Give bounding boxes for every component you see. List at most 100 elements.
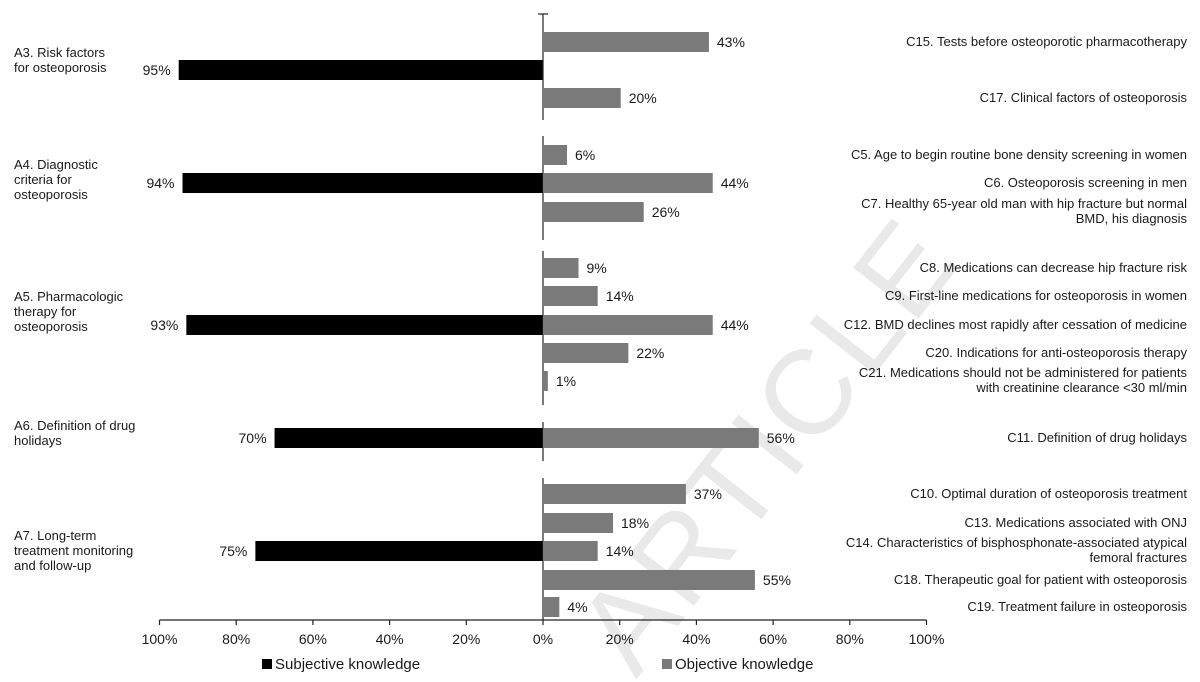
bar-group: A5. Pharmacologic therapy for osteoporosis… xyxy=(14,258,1187,395)
objective-bar xyxy=(544,541,598,561)
group-label-line: A4. Diagnostic xyxy=(14,157,98,172)
group-label-line: A7. Long-term xyxy=(14,528,96,543)
subjective-value-label: 95% xyxy=(143,62,171,78)
group-label-line: osteoporosis xyxy=(14,187,88,202)
objective-bar xyxy=(544,258,579,278)
x-tick-label: 40% xyxy=(682,631,710,647)
item-label-line: BMD, his diagnosis xyxy=(1076,211,1188,226)
item-label: C12. BMD declines most rapidly after ces… xyxy=(844,317,1187,332)
objective-value-label: 56% xyxy=(767,430,795,446)
objective-bar xyxy=(544,202,644,222)
objective-bar xyxy=(544,88,621,108)
objective-value-label: 4% xyxy=(567,599,587,615)
group-label: A3. Risk factors for osteoporosis xyxy=(14,45,107,75)
subjective-value-label: 75% xyxy=(219,543,247,559)
item-label: C8. Medications can decrease hip fractur… xyxy=(920,260,1188,275)
x-tick-label: 80% xyxy=(836,631,864,647)
item-label-line: femoral fractures xyxy=(1089,550,1187,565)
group-label: A6. Definition of drug holidays xyxy=(14,418,135,448)
x-tick-label: 20% xyxy=(606,631,634,647)
subjective-bar xyxy=(255,541,543,561)
item-label-line: C7. Healthy 65-year old man with hip fra… xyxy=(861,196,1187,211)
bar-group: A3. Risk factors for osteoporosis 95% 43% C1… xyxy=(14,32,1187,108)
group-label-line: for osteoporosis xyxy=(14,60,107,75)
objective-value-label: 44% xyxy=(721,317,749,333)
x-tick-label: 0% xyxy=(533,631,553,647)
item-label-line: C14. Characteristics of bisphosphonate-a… xyxy=(846,535,1187,550)
objective-bar xyxy=(544,428,759,448)
item-label: C19. Treatment failure in osteoporosis xyxy=(967,599,1187,614)
objective-bar xyxy=(544,484,686,504)
objective-value-label: 37% xyxy=(694,486,722,502)
objective-bar xyxy=(544,343,629,363)
objective-bar xyxy=(544,173,713,193)
objective-value-label: 44% xyxy=(721,175,749,191)
item-label: C20. Indications for anti-osteoporosis t… xyxy=(925,345,1187,360)
objective-value-label: 1% xyxy=(556,373,576,389)
group-label-line: A5. Pharmacologic xyxy=(14,289,124,304)
subjective-value-label: 70% xyxy=(239,430,267,446)
item-label-line: C10. Optimal duration of osteoporosis tr… xyxy=(910,486,1187,501)
x-tick-label: 60% xyxy=(299,631,327,647)
legend-label: Objective knowledge xyxy=(675,656,813,673)
item-label: C17. Clinical factors of osteoporosis xyxy=(980,90,1188,105)
x-tick-label: 100% xyxy=(909,631,945,647)
item-label-line: C11. Definition of drug holidays xyxy=(1007,430,1187,445)
subjective-bar xyxy=(178,60,544,80)
objective-value-label: 43% xyxy=(717,34,745,50)
group-label-line: osteoporosis xyxy=(14,319,88,334)
item-label: C15. Tests before osteoporotic pharmacot… xyxy=(906,34,1187,49)
subjective-value-label: 94% xyxy=(146,175,174,191)
item-label: C5. Age to begin routine bone density sc… xyxy=(851,147,1187,162)
objective-bar xyxy=(544,145,568,165)
subjective-value-label: 93% xyxy=(150,317,178,333)
x-tick-label: 100% xyxy=(142,631,178,647)
subjective-bar xyxy=(186,315,543,335)
objective-bar xyxy=(544,570,755,590)
group-label-line: A6. Definition of drug xyxy=(14,418,135,433)
subjective-bar xyxy=(274,428,543,448)
item-label-line: C13. Medications associated with ONJ xyxy=(964,515,1187,530)
item-label: C7. Healthy 65-year old man with hip fra… xyxy=(861,196,1187,226)
item-label-line: C17. Clinical factors of osteoporosis xyxy=(980,90,1188,105)
objective-value-label: 20% xyxy=(629,90,657,106)
objective-bar xyxy=(544,513,614,533)
x-tick-label: 20% xyxy=(452,631,480,647)
item-label: C9. First-line medications for osteoporo… xyxy=(885,288,1187,303)
item-label: C21. Medications should not be administe… xyxy=(859,365,1188,395)
group-label-line: and follow-up xyxy=(14,558,91,573)
item-label: C11. Definition of drug holidays xyxy=(1007,430,1187,445)
objective-bar xyxy=(544,315,713,335)
bar-group: A7. Long-term treatment monitoring and fol… xyxy=(14,484,1187,617)
legend-item: Objective knowledge xyxy=(662,656,813,673)
item-label-line: C19. Treatment failure in osteoporosis xyxy=(967,599,1187,614)
item-label-line: C18. Therapeutic goal for patient with o… xyxy=(894,572,1188,587)
item-label-line: C21. Medications should not be administe… xyxy=(859,365,1188,380)
objective-value-label: 26% xyxy=(652,204,680,220)
legend-swatch xyxy=(662,659,672,669)
item-label-line: with creatinine clearance <30 ml/min xyxy=(975,380,1187,395)
objective-value-label: 14% xyxy=(606,543,634,559)
legend-item: Subjective knowledge xyxy=(262,656,420,673)
item-label-line: C6. Osteoporosis screening in men xyxy=(984,175,1187,190)
item-label: C10. Optimal duration of osteoporosis tr… xyxy=(910,486,1187,501)
objective-value-label: 6% xyxy=(575,147,595,163)
bar-group: A4. Diagnostic criteria for osteoporosis 94… xyxy=(14,145,1187,226)
objective-value-label: 14% xyxy=(606,288,634,304)
subjective-bar xyxy=(182,173,543,193)
objective-value-label: 22% xyxy=(636,345,664,361)
objective-bar xyxy=(544,371,548,391)
item-label: C14. Characteristics of bisphosphonate-a… xyxy=(846,535,1188,565)
objective-bar xyxy=(544,286,598,306)
item-label: C13. Medications associated with ONJ xyxy=(964,515,1187,530)
item-label-line: C20. Indications for anti-osteoporosis t… xyxy=(925,345,1187,360)
objective-bar xyxy=(544,597,560,617)
x-tick-label: 80% xyxy=(222,631,250,647)
x-tick-label: 40% xyxy=(376,631,404,647)
item-label-line: C5. Age to begin routine bone density sc… xyxy=(851,147,1187,162)
bar-group: A6. Definition of drug holidays 70% 56% C11.… xyxy=(14,418,1187,448)
objective-value-label: 18% xyxy=(621,515,649,531)
item-label: C6. Osteoporosis screening in men xyxy=(984,175,1187,190)
objective-value-label: 55% xyxy=(763,572,791,588)
